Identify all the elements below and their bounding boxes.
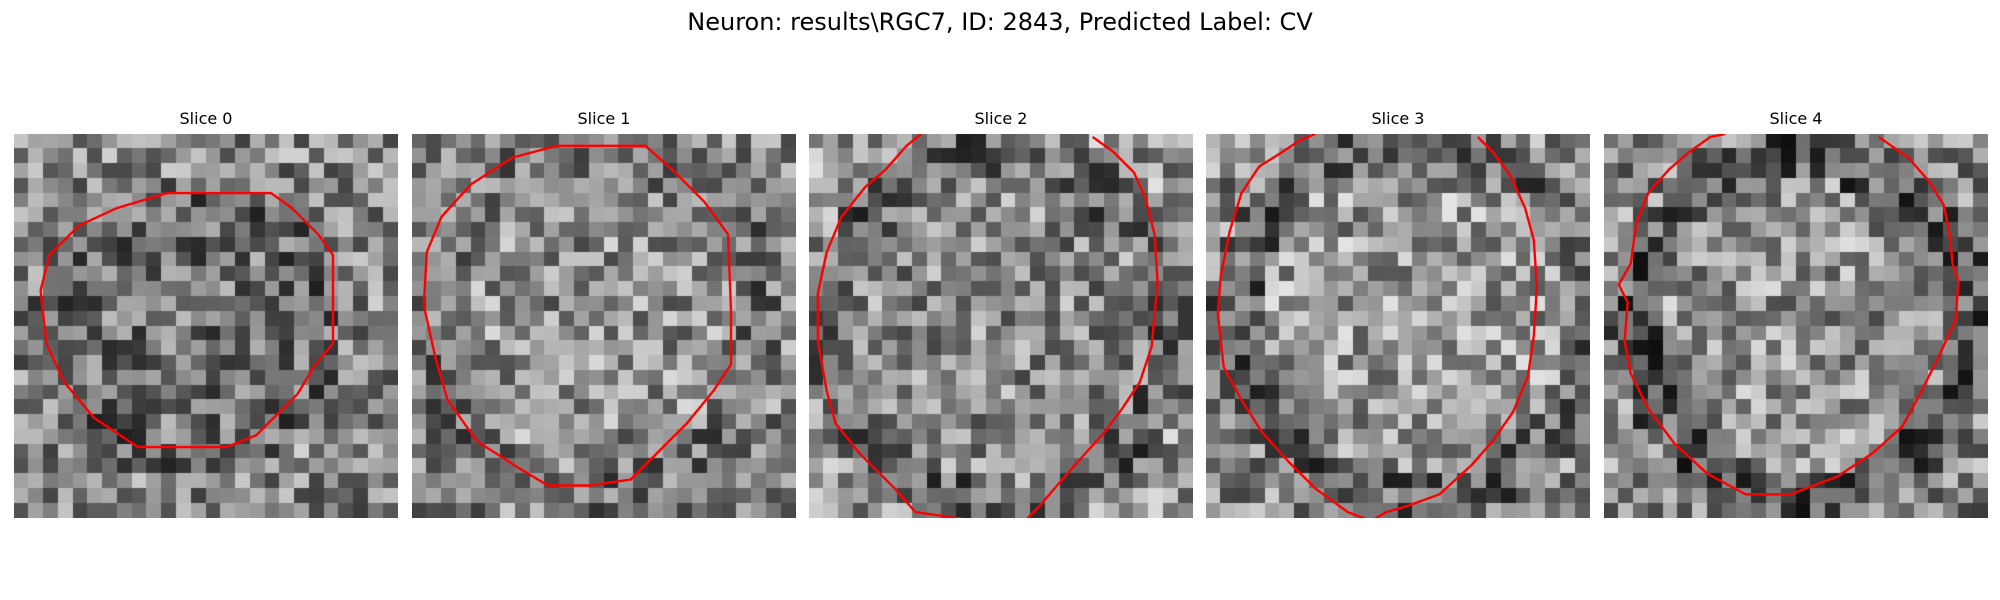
contour-line <box>424 146 731 486</box>
slice-title: Slice 4 <box>1769 109 1823 128</box>
cell-contour <box>809 134 1193 518</box>
cell-contour <box>14 134 398 518</box>
figure-title: Neuron: results\RGC7, ID: 2843, Predicte… <box>687 8 1313 36</box>
slice-title: Slice 1 <box>577 109 631 128</box>
slice-title: Slice 3 <box>1371 109 1425 128</box>
cell-contour <box>412 134 796 518</box>
contour-line <box>1619 134 1959 494</box>
slice-title: Slice 2 <box>974 109 1028 128</box>
contour-line <box>41 193 333 447</box>
slice-title: Slice 0 <box>179 109 233 128</box>
cell-contour <box>1206 134 1590 518</box>
slice-image <box>1604 134 1988 518</box>
contour-line <box>818 134 1158 518</box>
slice-image <box>1206 134 1590 518</box>
cell-contour <box>1604 134 1988 518</box>
slice-image <box>809 134 1193 518</box>
contour-line <box>1218 134 1537 518</box>
